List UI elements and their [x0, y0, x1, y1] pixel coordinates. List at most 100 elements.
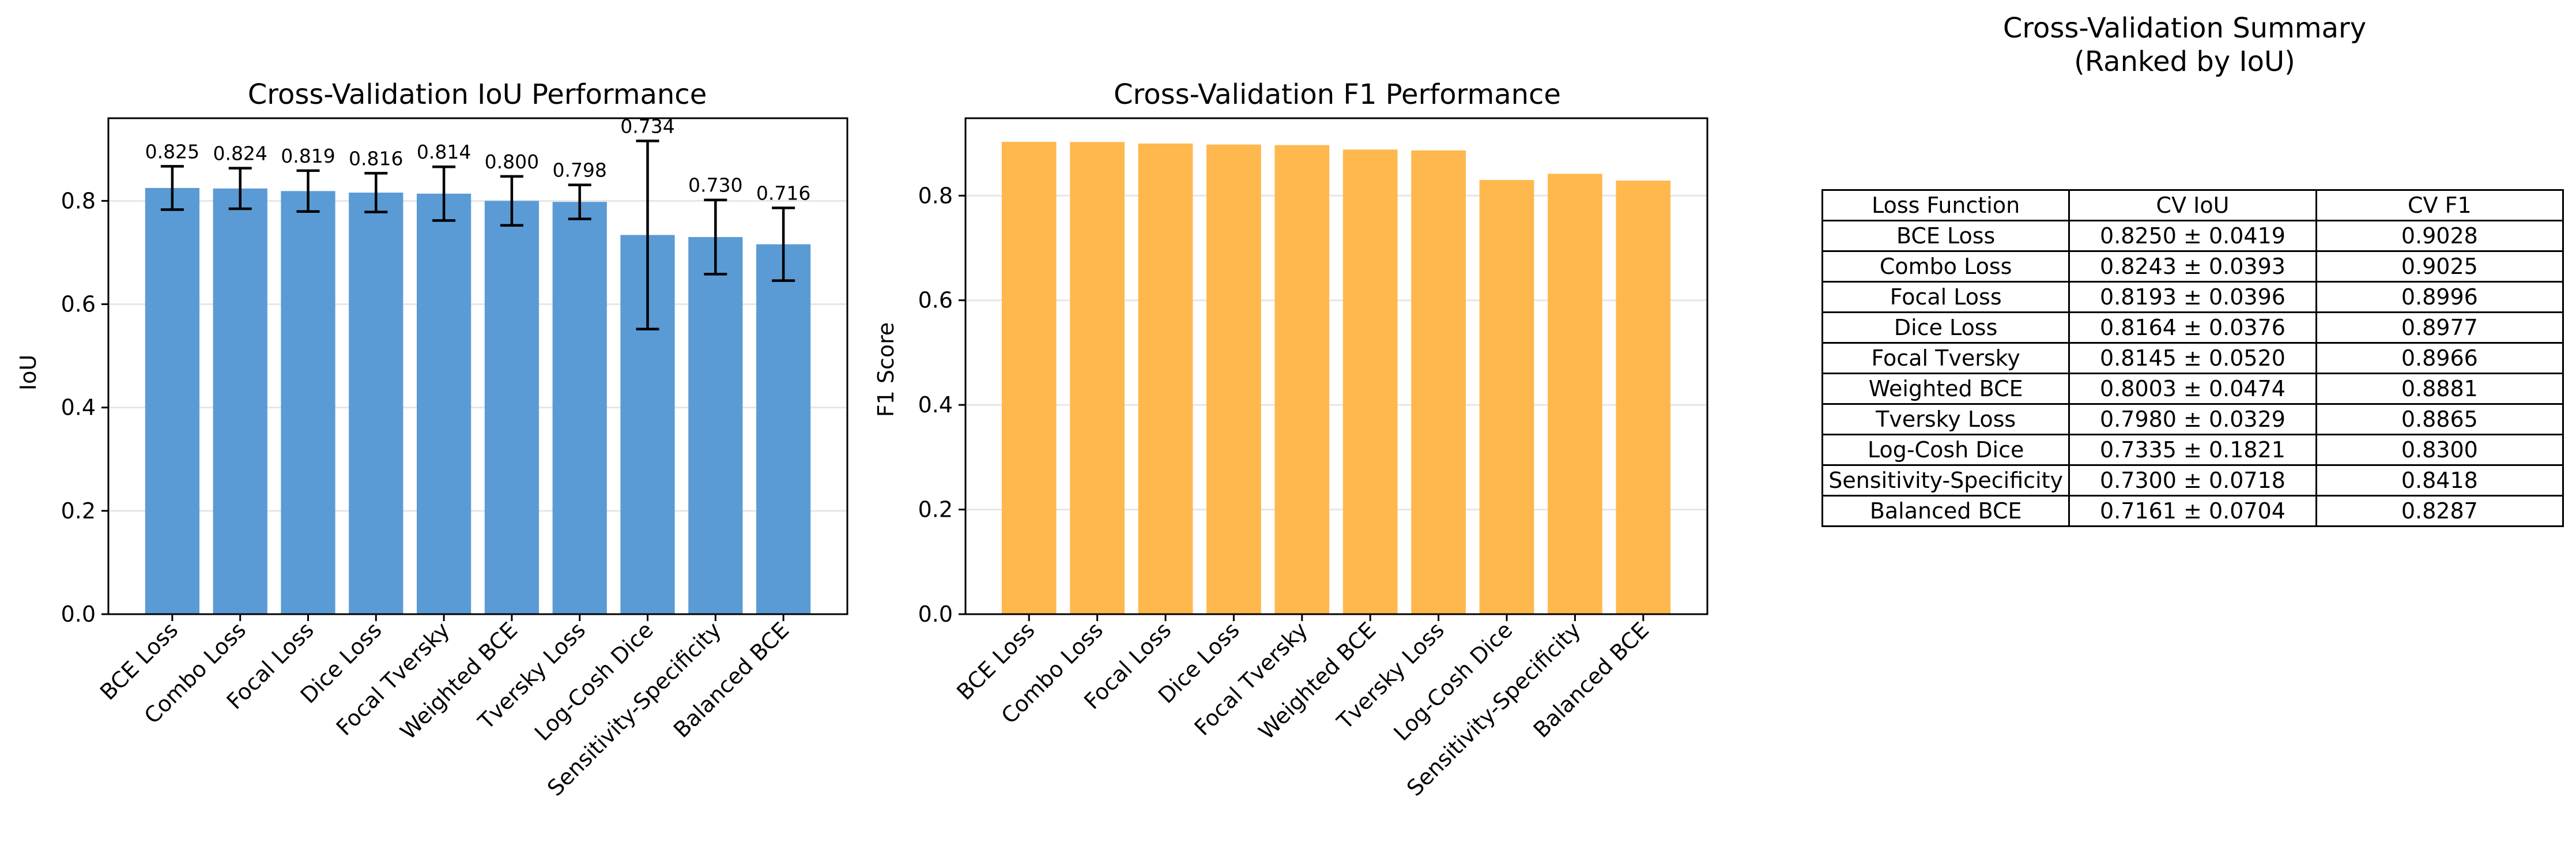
iou-y-tick-label: 0.6 — [61, 292, 96, 317]
table-row: Log-Cosh Dice 0.7335 ± 0.1821 0.8300 — [1821, 434, 2564, 466]
table-row: Balanced BCE 0.7161 ± 0.0704 0.8287 — [1821, 495, 2564, 527]
cell-cv-f1: 0.8300 — [2315, 434, 2564, 466]
cell-loss-function: Dice Loss — [1821, 311, 2070, 344]
iou-x-tick-label: Weighted BCE — [395, 617, 523, 745]
header-cv-iou: CV IoU — [2068, 189, 2317, 221]
iou-bar — [688, 237, 743, 615]
f1-bar — [1411, 150, 1466, 614]
f1-y-tick-label: 0.4 — [918, 392, 953, 418]
iou-data-label: 0.814 — [417, 141, 471, 163]
cell-cv-f1: 0.8865 — [2315, 403, 2564, 435]
iou-data-label: 0.816 — [349, 147, 403, 170]
cell-cv-f1: 0.8996 — [2315, 281, 2564, 313]
cell-cv-f1: 0.9025 — [2315, 250, 2564, 283]
table-row: Weighted BCE 0.8003 ± 0.0474 0.8881 — [1821, 373, 2564, 405]
iou-data-label: 0.825 — [145, 140, 199, 163]
summary-table-header: Loss Function CV IoU CV F1 — [1821, 189, 2564, 221]
cell-loss-function: Balanced BCE — [1821, 495, 2070, 527]
summary-title-line2: (Ranked by IoU) — [2074, 46, 2295, 78]
iou-bar — [213, 188, 267, 614]
cell-loss-function: Tversky Loss — [1821, 403, 2070, 435]
iou-x-tick-label: Log-Cosh Dice — [530, 617, 658, 746]
table-row: Dice Loss 0.8164 ± 0.0376 0.8977 — [1821, 311, 2564, 344]
cell-cv-iou: 0.8243 ± 0.0393 — [2068, 250, 2317, 283]
cell-loss-function: Combo Loss — [1821, 250, 2070, 283]
cell-cv-f1: 0.9028 — [2315, 220, 2564, 252]
iou-x-tick-label: Balanced BCE — [669, 617, 794, 743]
f1-bar — [1548, 174, 1602, 614]
f1-y-tick-label: 0.6 — [918, 288, 953, 313]
iou-chart: Cross-Validation IoU Performance IoU 0.8… — [16, 78, 848, 801]
iou-y-tick-label: 0.2 — [61, 498, 96, 524]
f1-y-axis-label: F1 Score — [873, 322, 899, 418]
f1-bar — [1616, 181, 1671, 615]
cell-cv-f1: 0.8966 — [2315, 342, 2564, 374]
cell-loss-function: Focal Tversky — [1821, 342, 2070, 374]
iou-bar — [416, 193, 472, 615]
table-row: Combo Loss 0.8243 ± 0.0393 0.9025 — [1821, 250, 2564, 283]
cell-cv-f1: 0.8977 — [2315, 311, 2564, 344]
cell-cv-f1: 0.8418 — [2315, 464, 2564, 497]
f1-y-tick-label: 0.2 — [918, 497, 953, 522]
iou-y-tick-label: 0.8 — [61, 188, 96, 213]
cell-cv-f1: 0.8287 — [2315, 495, 2564, 527]
summary-title: Cross-Validation Summary (Ranked by IoU) — [1747, 12, 2576, 78]
iou-plot-frame — [107, 117, 848, 615]
iou-data-label: 0.800 — [485, 151, 539, 173]
f1-chart-title: Cross-Validation F1 Performance — [1114, 78, 1561, 111]
iou-data-label: 0.824 — [213, 142, 267, 165]
cell-cv-iou: 0.8164 ± 0.0376 — [2068, 311, 2317, 344]
iou-bar — [349, 193, 403, 614]
f1-plot-frame — [964, 117, 1708, 615]
f1-y-tick-label: 0.8 — [918, 183, 953, 208]
cell-cv-iou: 0.7300 ± 0.0718 — [2068, 464, 2317, 497]
f1-x-tick-label: Balanced BCE — [1529, 617, 1654, 743]
table-row: Focal Loss 0.8193 ± 0.0396 0.8996 — [1821, 281, 2564, 313]
f1-bar — [1001, 142, 1057, 615]
iou-y-tick-label: 0.4 — [61, 395, 96, 420]
f1-bar — [1206, 144, 1261, 614]
cell-cv-f1: 0.8881 — [2315, 373, 2564, 405]
f1-x-tick-label: Log-Cosh Dice — [1389, 617, 1517, 746]
cell-cv-iou: 0.7980 ± 0.0329 — [2068, 403, 2317, 435]
f1-bar — [1479, 180, 1534, 615]
f1-bar — [1342, 149, 1398, 614]
iou-data-label: 0.716 — [756, 182, 810, 205]
f1-bar — [1070, 142, 1125, 614]
f1-chart: Cross-Validation F1 Performance F1 Score… — [873, 78, 1708, 801]
summary-table: Loss Function CV IoU CV F1 BCE Loss 0.82… — [1821, 189, 2564, 527]
header-loss-function: Loss Function — [1821, 189, 2070, 221]
summary-title-line1: Cross-Validation Summary — [2002, 12, 2367, 44]
iou-y-tick-label: 0.0 — [61, 601, 96, 627]
cell-loss-function: Weighted BCE — [1821, 373, 2070, 405]
iou-bar — [756, 244, 811, 614]
cell-loss-function: BCE Loss — [1821, 220, 2070, 252]
cell-loss-function: Sensitivity-Specificity — [1821, 464, 2070, 497]
iou-bar — [281, 191, 335, 614]
iou-bar — [145, 187, 200, 614]
table-row: Focal Tversky 0.8145 ± 0.0520 0.8966 — [1821, 342, 2564, 374]
table-row: Tversky Loss 0.7980 ± 0.0329 0.8865 — [1821, 403, 2564, 435]
iou-chart-title: Cross-Validation IoU Performance — [248, 78, 707, 111]
header-cv-f1: CV F1 — [2315, 189, 2564, 221]
cell-cv-iou: 0.8145 ± 0.0520 — [2068, 342, 2317, 374]
cell-cv-iou: 0.7161 ± 0.0704 — [2068, 495, 2317, 527]
f1-bar — [1274, 145, 1330, 615]
iou-bar — [484, 201, 540, 614]
iou-data-label: 0.819 — [281, 145, 335, 167]
iou-y-axis-label: IoU — [16, 355, 41, 390]
f1-bar — [1138, 143, 1193, 614]
table-row: BCE Loss 0.8250 ± 0.0419 0.9028 — [1821, 220, 2564, 252]
f1-y-tick-label: 0.0 — [918, 601, 953, 627]
cell-cv-iou: 0.7335 ± 0.1821 — [2068, 434, 2317, 466]
iou-data-label: 0.730 — [688, 174, 742, 197]
iou-data-label: 0.798 — [552, 159, 606, 182]
iou-bar — [552, 202, 607, 614]
table-row: Sensitivity-Specificity 0.7300 ± 0.0718 … — [1821, 464, 2564, 497]
cell-cv-iou: 0.8193 ± 0.0396 — [2068, 281, 2317, 313]
f1-x-tick-label: Weighted BCE — [1254, 617, 1381, 745]
cell-cv-iou: 0.8250 ± 0.0419 — [2068, 220, 2317, 252]
cell-loss-function: Focal Loss — [1821, 281, 2070, 313]
cell-loss-function: Log-Cosh Dice — [1821, 434, 2070, 466]
